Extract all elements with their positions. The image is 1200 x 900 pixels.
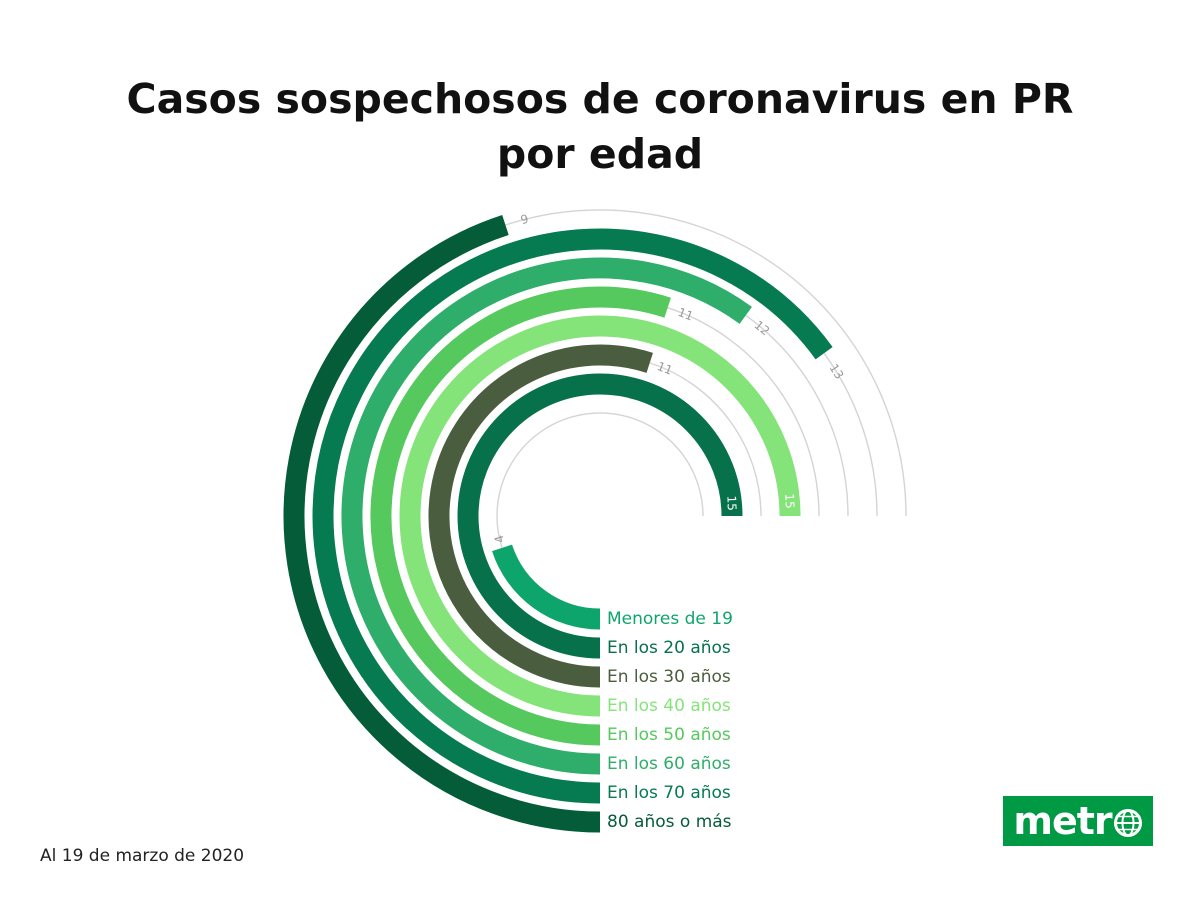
category-label: En los 70 años bbox=[607, 783, 731, 803]
category-label: En los 40 años bbox=[607, 696, 731, 716]
value-label: 9 bbox=[519, 212, 530, 228]
globe-icon bbox=[1113, 809, 1142, 837]
value-label: 13 bbox=[826, 361, 846, 381]
track-arc bbox=[496, 412, 704, 549]
value-label: 4 bbox=[492, 533, 508, 544]
category-label: En los 50 años bbox=[607, 725, 731, 745]
category-label: En los 30 años bbox=[607, 667, 731, 687]
title-line-1: Casos sospechosos de coronavirus en PR bbox=[126, 75, 1074, 123]
category-label: En los 60 años bbox=[607, 754, 731, 774]
value-label: 15 bbox=[782, 493, 797, 509]
bar-arc bbox=[341, 257, 752, 775]
track-arc bbox=[649, 362, 762, 517]
bar-arc bbox=[370, 286, 671, 746]
track-arc bbox=[667, 307, 820, 517]
logo-text: metr bbox=[1013, 799, 1112, 843]
metro-logo: metr bbox=[1003, 796, 1153, 846]
value-label: 11 bbox=[655, 359, 674, 378]
chart-title: Casos sospechosos de coronavirus en PR p… bbox=[0, 72, 1200, 182]
bar-arc bbox=[428, 344, 653, 688]
category-label: Menores de 19 bbox=[607, 609, 733, 629]
track-arcs bbox=[496, 209, 907, 549]
track-arc bbox=[745, 314, 849, 517]
value-label: 11 bbox=[676, 305, 695, 324]
category-labels: Menores de 19 En los 20 años En los 30 año… bbox=[607, 609, 733, 832]
bar-arc bbox=[312, 228, 833, 804]
value-label: 15 bbox=[724, 495, 739, 511]
footnote-date: Al 19 de marzo de 2020 bbox=[40, 846, 245, 866]
category-label: 80 años o más bbox=[607, 812, 732, 832]
bar-arc bbox=[283, 214, 601, 833]
bar-arc bbox=[457, 373, 743, 659]
bar-arc bbox=[492, 544, 601, 630]
category-label: En los 20 años bbox=[607, 638, 731, 658]
track-arc bbox=[505, 209, 907, 517]
bar-arcs bbox=[283, 214, 833, 833]
bar-arc bbox=[399, 315, 801, 717]
track-arc bbox=[823, 352, 878, 517]
title-line-2: por edad bbox=[496, 130, 704, 178]
